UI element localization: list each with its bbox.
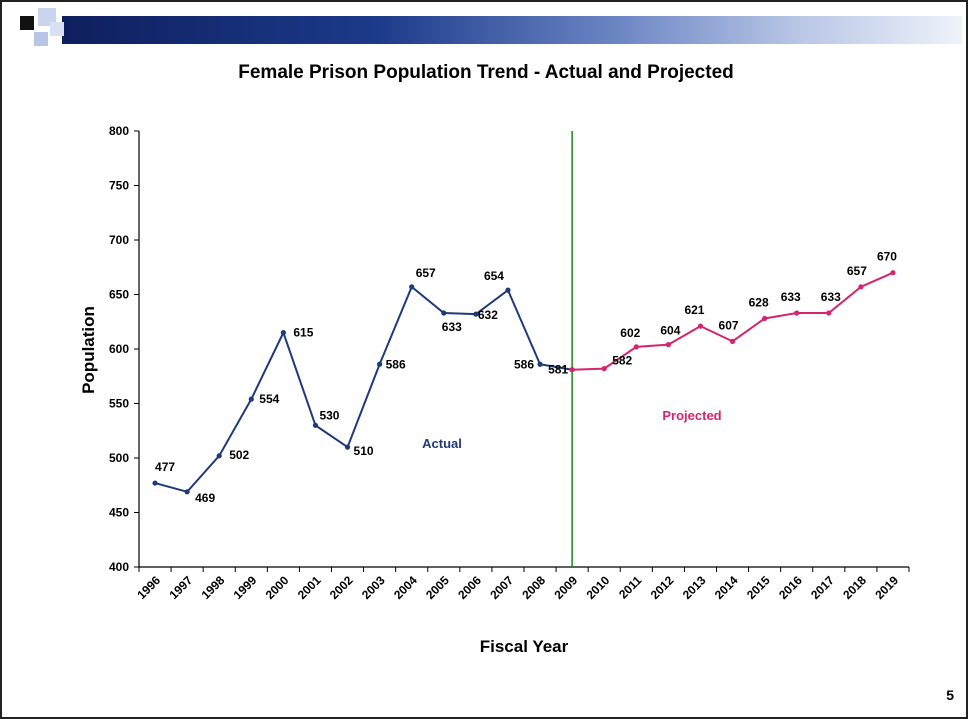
data-label: 469 <box>195 491 215 505</box>
x-tick-label: 2017 <box>808 573 837 602</box>
series-line-actual <box>154 285 573 493</box>
x-tick-label: 2013 <box>680 573 709 602</box>
data-point <box>441 310 447 316</box>
data-label: 477 <box>155 460 175 474</box>
x-tick-label: 2012 <box>648 573 677 602</box>
data-label: 628 <box>749 295 769 309</box>
header-square-light-3 <box>34 32 48 46</box>
y-tick-label: 800 <box>109 124 129 138</box>
y-tick-label: 550 <box>109 397 129 411</box>
data-point <box>858 284 864 290</box>
x-tick-label: 1997 <box>166 573 195 602</box>
x-tick-label: 2009 <box>551 573 580 602</box>
x-tick-label: 2006 <box>455 573 484 602</box>
data-point <box>184 489 190 495</box>
data-label: 633 <box>442 320 462 334</box>
data-point <box>729 338 736 344</box>
data-point <box>633 344 639 350</box>
data-point <box>505 287 511 293</box>
data-point <box>216 453 222 459</box>
data-point <box>601 366 607 372</box>
y-tick-label: 500 <box>109 451 129 465</box>
x-tick-label: 2007 <box>487 573 516 602</box>
y-tick-label: 600 <box>109 342 129 356</box>
data-point <box>377 361 383 367</box>
data-point <box>473 311 479 317</box>
x-tick-label: 2000 <box>263 573 292 602</box>
series-label-projected: Projected <box>662 408 721 423</box>
data-point <box>890 270 896 276</box>
x-tick-label: 1999 <box>231 573 260 602</box>
data-point <box>312 422 319 428</box>
data-point <box>665 342 671 348</box>
data-label: 657 <box>847 264 867 278</box>
x-tick-label: 2010 <box>584 573 613 602</box>
data-point <box>152 480 158 486</box>
data-label: 602 <box>620 326 640 340</box>
data-label: 510 <box>354 444 374 458</box>
y-tick-label: 750 <box>109 179 129 193</box>
y-axis-title: Population <box>79 306 98 394</box>
data-label: 670 <box>877 250 897 264</box>
data-label: 607 <box>719 318 739 332</box>
page-number: 5 <box>946 687 954 703</box>
data-label: 657 <box>416 266 436 280</box>
chart-title: Female Prison Population Trend - Actual … <box>238 62 734 83</box>
x-tick-label: 2001 <box>295 573 324 602</box>
x-tick-label: 2003 <box>359 573 388 602</box>
x-tick-label: 2015 <box>744 573 773 602</box>
x-tick-label: 1998 <box>199 573 228 602</box>
data-label: 632 <box>478 308 498 322</box>
data-label: 582 <box>612 354 632 368</box>
y-tick-label: 400 <box>109 560 129 574</box>
data-label: 581 <box>548 363 568 377</box>
data-point <box>537 361 543 367</box>
y-tick-label: 450 <box>109 506 129 520</box>
data-label: 554 <box>259 392 279 406</box>
x-tick-label: 2011 <box>616 573 645 602</box>
header-square-black <box>20 16 34 30</box>
data-point <box>280 330 286 336</box>
data-label: 633 <box>781 290 801 304</box>
series-label-actual: Actual <box>422 436 462 451</box>
data-label: 586 <box>514 357 534 371</box>
data-label: 654 <box>484 269 504 283</box>
data-point <box>794 310 800 316</box>
data-label: 502 <box>229 448 249 462</box>
x-tick-label: 2018 <box>840 573 869 602</box>
y-tick-label: 700 <box>109 233 129 247</box>
data-point <box>344 444 351 450</box>
data-point <box>409 284 415 290</box>
x-tick-label: 2016 <box>776 573 805 602</box>
x-tick-label: 1996 <box>134 573 163 602</box>
data-label: 586 <box>386 357 406 371</box>
data-point <box>569 367 575 373</box>
header-bar <box>62 16 962 44</box>
data-label: 604 <box>660 324 680 338</box>
data-label: 530 <box>319 408 339 422</box>
header-square-light-1 <box>38 8 56 26</box>
data-label: 615 <box>293 326 313 340</box>
data-point <box>762 315 768 322</box>
data-point <box>826 310 832 316</box>
x-tick-label: 2019 <box>872 573 901 602</box>
data-point <box>697 323 704 329</box>
data-label: 621 <box>684 303 704 317</box>
x-tick-label: 2004 <box>391 573 420 602</box>
data-label: 633 <box>821 290 841 304</box>
y-tick-label: 650 <box>109 288 129 302</box>
data-point <box>248 396 254 402</box>
x-axis-title: Fiscal Year <box>480 637 569 656</box>
x-tick-label: 2005 <box>423 573 452 602</box>
header-square-light-2 <box>50 22 64 36</box>
x-tick-label: 2002 <box>327 573 356 602</box>
x-tick-label: 2014 <box>712 573 741 602</box>
x-tick-label: 2008 <box>519 573 548 602</box>
